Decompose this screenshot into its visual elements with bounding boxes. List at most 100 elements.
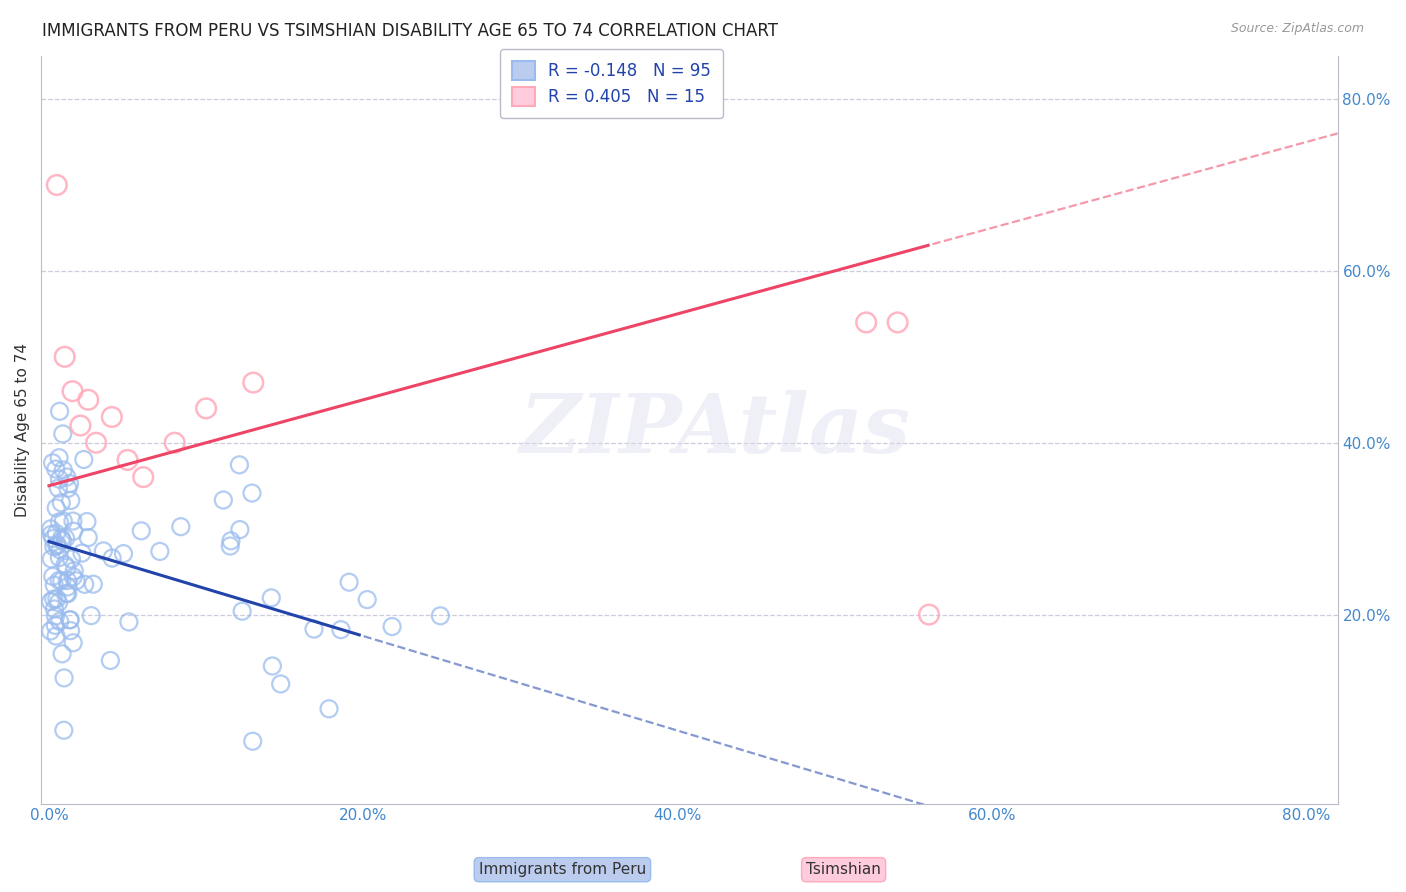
Legend: R = -0.148   N = 95, R = 0.405   N = 15: R = -0.148 N = 95, R = 0.405 N = 15: [501, 49, 723, 118]
Point: [117, 453, 139, 467]
Point: [56, 586, 79, 600]
Point: [45, 462, 67, 476]
Text: ZIPAtlas: ZIPAtlas: [520, 390, 911, 470]
Point: [112, 547, 135, 561]
Point: [101, 551, 124, 566]
Point: [918, 607, 941, 622]
Point: [53, 671, 76, 685]
Point: [886, 315, 908, 329]
Text: Tsimshian: Tsimshian: [806, 863, 882, 877]
Point: [42, 569, 65, 583]
Point: [56, 481, 79, 495]
Text: Immigrants from Peru: Immigrants from Peru: [479, 863, 645, 877]
Point: [53, 350, 76, 364]
Point: [55, 586, 77, 600]
Point: [229, 523, 252, 537]
Point: [42, 592, 65, 607]
Point: [228, 458, 250, 472]
Point: [42, 540, 65, 554]
Point: [42, 532, 65, 546]
Point: [242, 376, 264, 390]
Point: [48, 450, 70, 465]
Point: [93, 544, 115, 558]
Point: [329, 623, 352, 637]
Point: [51, 532, 73, 546]
Point: [242, 734, 264, 748]
Point: [45, 629, 67, 643]
Point: [44, 609, 66, 624]
Point: [231, 604, 253, 618]
Point: [855, 315, 877, 329]
Point: [82, 577, 104, 591]
Point: [52, 463, 75, 477]
Point: [59, 493, 82, 508]
Point: [149, 544, 172, 558]
Point: [48, 550, 70, 565]
Point: [381, 619, 404, 633]
Point: [41, 527, 63, 541]
Point: [70, 546, 93, 560]
Point: [48, 481, 70, 495]
Point: [302, 622, 325, 636]
Point: [76, 515, 98, 529]
Point: [48, 615, 70, 629]
Point: [260, 591, 283, 605]
Point: [62, 636, 84, 650]
Point: [219, 539, 242, 553]
Point: [100, 653, 122, 667]
Point: [48, 404, 70, 418]
Point: [163, 435, 186, 450]
Point: [318, 702, 340, 716]
Point: [51, 496, 73, 510]
Point: [39, 624, 62, 638]
Point: [45, 591, 67, 606]
Point: [52, 426, 75, 441]
Point: [45, 539, 67, 553]
Point: [52, 723, 75, 738]
Point: [52, 514, 75, 528]
Point: [84, 435, 107, 450]
Point: [39, 552, 62, 566]
Point: [56, 560, 79, 574]
Point: [356, 592, 378, 607]
Point: [65, 574, 87, 588]
Point: [240, 486, 263, 500]
Point: [337, 575, 360, 590]
Point: [62, 514, 84, 528]
Point: [44, 602, 66, 616]
Point: [101, 409, 124, 424]
Point: [77, 392, 100, 407]
Point: [45, 500, 67, 515]
Point: [270, 677, 292, 691]
Point: [429, 608, 451, 623]
Point: [63, 564, 86, 578]
Point: [48, 515, 70, 529]
Point: [39, 522, 62, 536]
Point: [39, 594, 62, 608]
Point: [129, 524, 152, 538]
Point: [48, 596, 70, 610]
Point: [59, 613, 82, 627]
Point: [55, 470, 77, 484]
Point: [219, 533, 242, 548]
Point: [45, 178, 67, 192]
Point: [51, 647, 73, 661]
Point: [62, 570, 84, 584]
Point: [45, 526, 67, 541]
Point: [44, 618, 66, 632]
Point: [53, 558, 76, 572]
Point: [73, 452, 96, 467]
Point: [51, 574, 73, 588]
Point: [170, 519, 193, 533]
Point: [262, 659, 284, 673]
Point: [48, 574, 70, 588]
Point: [77, 531, 100, 545]
Point: [132, 470, 155, 484]
Point: [59, 613, 82, 627]
Point: [62, 524, 84, 539]
Point: [46, 538, 69, 552]
Point: [48, 472, 70, 486]
Point: [56, 574, 79, 588]
Point: [49, 542, 72, 557]
Point: [60, 552, 83, 566]
